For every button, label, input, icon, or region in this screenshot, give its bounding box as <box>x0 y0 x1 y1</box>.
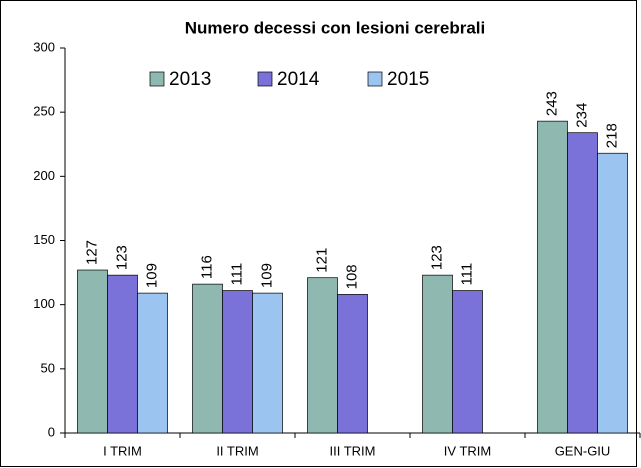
value-label: 123 <box>428 245 445 270</box>
value-label: 111 <box>458 263 475 286</box>
value-label: 109 <box>143 263 160 288</box>
bar <box>107 274 138 434</box>
value-label: 121 <box>313 248 330 273</box>
value-label: 234 <box>573 103 590 128</box>
value-label: 127 <box>83 240 100 265</box>
y-tick-label: 50 <box>41 360 55 375</box>
bar <box>307 277 338 434</box>
legend-swatch <box>367 71 383 87</box>
bar <box>452 290 483 434</box>
x-tick-label: GEN-GIU <box>555 443 611 458</box>
value-label: 109 <box>258 263 275 288</box>
bar <box>222 290 253 434</box>
value-label: 111 <box>228 263 245 286</box>
bar <box>422 274 453 434</box>
y-tick-label: 300 <box>33 39 55 54</box>
bar <box>597 152 628 434</box>
bar <box>337 294 368 434</box>
legend-swatch <box>149 71 165 87</box>
bar <box>77 269 108 434</box>
x-tick-label: II TRIM <box>216 443 258 458</box>
value-label: 123 <box>113 245 130 270</box>
y-tick-label: 250 <box>33 104 55 119</box>
legend-label: 2015 <box>387 69 429 90</box>
chart-title: Numero decessi con lesioni cerebrali <box>185 18 485 37</box>
bar <box>137 292 168 434</box>
value-label: 243 <box>543 91 560 116</box>
bar <box>537 120 568 434</box>
x-tick-label: III TRIM <box>330 443 376 458</box>
bar <box>567 132 598 434</box>
value-label: 218 <box>603 123 620 148</box>
y-tick-label: 0 <box>48 424 55 439</box>
x-tick-label: IV TRIM <box>444 443 491 458</box>
legend-label: 2014 <box>277 69 320 90</box>
bar <box>252 292 283 434</box>
y-tick-label: 150 <box>33 232 55 247</box>
x-tick-label: I TRIM <box>103 443 142 458</box>
y-tick-label: 100 <box>33 296 55 311</box>
value-label: 116 <box>198 255 215 279</box>
legend-label: 2013 <box>169 69 211 90</box>
y-tick-label: 200 <box>33 168 55 183</box>
value-label: 108 <box>343 264 360 289</box>
bar <box>192 283 223 434</box>
legend-swatch <box>257 71 273 87</box>
